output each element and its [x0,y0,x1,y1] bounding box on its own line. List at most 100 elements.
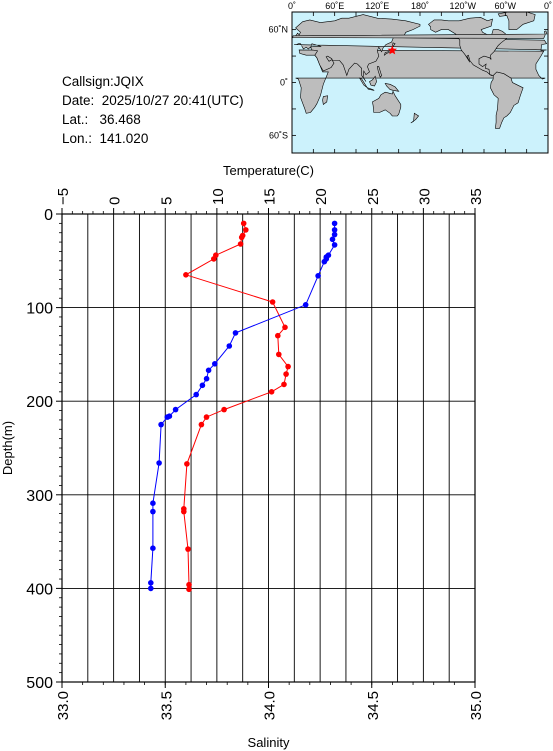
depth-tick-label: 400 [26,581,53,598]
north-america-landmass [428,16,510,76]
map-longitude-label: 60˚E [325,1,344,11]
salinity-data-point [158,421,164,428]
temperature-tick-label: 10 [210,188,227,205]
new-guinea-landmass [384,82,400,92]
temperature-tick-label: 5 [158,197,175,205]
salinity-data-point [199,382,206,389]
map-latitude-label: 0˚ [280,78,288,88]
map-longitude-label: 0˚ [544,1,552,11]
salinity-data-point [315,273,321,279]
depth-tick-label: 100 [26,301,53,318]
salinity-data-point [164,414,171,420]
salinity-data-point [150,500,156,507]
map-longitude-label: 0˚ [288,1,296,11]
salinity-data-point [150,545,156,551]
temperature-tick-label: 15 [262,188,279,205]
callsign-text: Callsign:JQIX [62,74,144,89]
madagascar-landmass [322,95,328,106]
temperature-data-point [240,220,247,227]
salinity-data-point [302,302,309,308]
salinity-tick-label: 34.0 [262,691,279,720]
salinity-data-point [212,361,218,367]
salinity-data-point [156,460,162,466]
map-latitude-label: 60˚N [268,25,288,35]
south-america-landmass [490,71,524,129]
temperature-data-point [184,461,190,467]
map-longitude-label: 180˚ [411,1,429,11]
temperature-tick-label: 30 [416,188,433,205]
temperature-data-point [221,406,227,413]
philippines-landmass [376,66,382,78]
salinity-data-point [205,367,212,374]
world-map: 0˚ 60˚E 120˚E 180˚ 120˚W 60˚W 0˚ 60˚N 0˚ 60˚S [268,1,552,154]
date-text: Date: 2025/10/27 20:41(UTC) [62,93,244,108]
salinity-data-point [331,231,338,238]
depth-axis-label: Depth(m) [0,421,15,475]
salinity-data-point [331,220,338,227]
australia-landmass [372,90,402,117]
temperature-data-point [181,508,187,515]
salinity-tick-label: 33.0 [55,691,72,720]
salinity-data-point [329,236,336,243]
borneo-landmass [369,75,377,87]
salinity-data-point [148,580,154,586]
salinity-profile-line [150,223,336,589]
sumatra-landmass [358,77,368,89]
britain-landmass [292,30,548,39]
salinity-data-point [331,227,338,233]
temperature-data-point [268,389,275,395]
station-info: Callsign:JQIX Date: 2025/10/27 20:41(UTC… [62,72,244,148]
salinity-data-point [148,585,154,592]
salinity-data-point [193,391,199,398]
salinity-data-point [172,406,179,413]
salinity-data-point [203,375,210,382]
temperature-data-point [183,272,189,278]
temperature-data-point [281,381,287,388]
temperature-data-point [285,363,291,370]
map-longitude-label: 120˚E [365,1,389,11]
temperature-data-point [186,586,192,593]
map-latitude-label: 60˚S [269,130,288,140]
depth-tick-label: 300 [26,488,53,505]
temperature-data-point [211,256,217,262]
salinity-data-point [331,242,338,248]
temperature-tick-label: 35 [468,188,485,205]
temperature-tick-label: 25 [365,188,382,205]
java-landmass [366,87,375,91]
eurasia-landmass [294,14,548,82]
salinity-data-point [232,330,239,336]
depth-tick-label: 0 [44,207,53,224]
salinity-tick-label: 34.5 [365,691,382,720]
depth-tick-label: 500 [26,675,53,692]
salinity-data-point [321,258,328,265]
salinity-tick-label: 35.0 [468,691,485,720]
longitude-text: Lon.: 141.020 [62,131,149,146]
temperature-tick-label: 20 [313,188,330,205]
salinity-tick-label: 33.5 [158,691,175,720]
temperature-profile-line [183,223,289,590]
africa-landmass [295,49,546,114]
temperature-axis-label: Temperature(C) [223,163,314,178]
salinity-data-point [150,508,156,515]
temperature-data-point [185,546,191,552]
temperature-data-point [238,234,245,241]
new-zealand-landmass [410,112,420,124]
salinity-axis-label: Salinity [248,735,290,750]
map-longitude-label: 120˚W [449,1,476,11]
temperature-data-point [203,414,210,420]
temperature-data-point [282,324,288,331]
latitude-text: Lat.: 36.468 [62,112,141,127]
temperature-data-point [276,351,282,358]
temperature-data-point [198,421,205,428]
temperature-data-point [269,299,276,305]
temperature-tick-label: 0 [107,197,124,205]
map-longitude-label: 60˚W [495,1,517,11]
salinity-data-point [226,343,233,349]
temperature-data-point [186,581,192,588]
depth-tick-label: 200 [26,394,53,411]
temperature-tick-label: −5 [55,188,72,205]
temperature-data-point [275,332,281,339]
station-marker-star [387,45,397,55]
temperature-data-point [243,227,249,233]
